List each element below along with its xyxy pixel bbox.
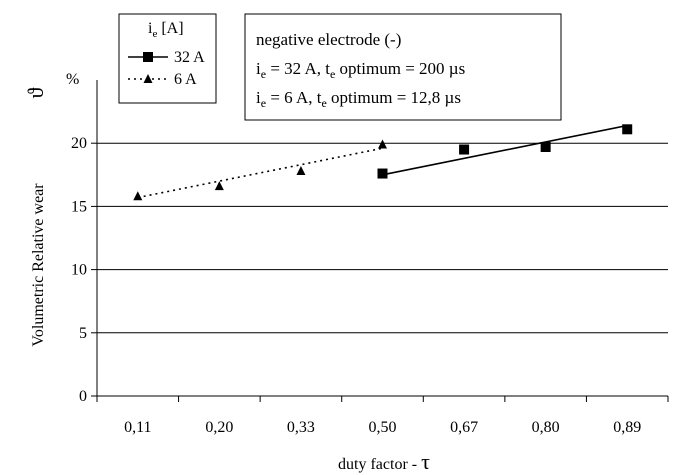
legend-title: ie [A]: [148, 20, 184, 40]
y-tick-label: 0: [79, 388, 87, 405]
legend: ie [A] 32 A 6 A: [118, 13, 217, 104]
annotation-line-1: ie = 32 A, te optimum = 200 µs: [256, 59, 465, 81]
data-point: [377, 168, 388, 179]
series-layer: [133, 124, 633, 201]
y-tick-label: 20: [71, 135, 87, 152]
x-tick-label: 0,80: [532, 419, 560, 436]
y-tick-label: 10: [71, 262, 87, 279]
annotation-line-2: ie = 6 A, te optimum = 12,8 µs: [256, 88, 461, 110]
annotation-box: [244, 13, 562, 121]
y-tick-label: 5: [79, 325, 87, 342]
data-point: [296, 166, 306, 176]
legend-label: 6 A: [174, 71, 197, 88]
legend-box: [118, 13, 217, 104]
x-tick-label: 0,20: [205, 419, 233, 436]
x-axis-label-text: duty factor -: [338, 456, 421, 473]
data-point: [459, 144, 470, 155]
x-axis-symbol: τ: [421, 449, 430, 474]
tick-labels: 0 5 10 15 20 0,11 0,20 0,33 0,50 0,67 0,80 0,89: [71, 135, 641, 436]
trend-line: [137, 147, 383, 199]
series-triangle: [133, 139, 387, 201]
data-point: [540, 141, 551, 152]
x-tick-label: 0,33: [287, 419, 315, 436]
y-unit-label: %: [66, 71, 79, 88]
x-tick-label: 0,50: [369, 419, 397, 436]
axes: [91, 80, 669, 402]
y-axis-symbol: ϑ: [23, 87, 48, 98]
series-square: [377, 124, 633, 179]
legend-label: 32 A: [174, 49, 205, 66]
data-point: [378, 139, 387, 149]
data-point: [133, 191, 143, 201]
y-axis-label: Volumetric Relative wear: [30, 183, 47, 347]
x-tick-label: 0,89: [613, 419, 641, 436]
legend-marker: [143, 74, 153, 83]
y-axis-label-text: Volumetric Relative wear: [30, 183, 47, 347]
trend-line: [382, 124, 628, 176]
y-tick-label: 15: [71, 198, 87, 215]
annotation-title: negative electrode (-): [256, 30, 401, 49]
data-point: [622, 124, 633, 135]
x-axis-label: duty factor - τ: [338, 449, 430, 474]
data-point: [214, 181, 224, 191]
legend-marker: [143, 52, 153, 62]
x-tick-label: 0,67: [450, 419, 478, 436]
annotation: negative electrode (-) ie = 32 A, te opt…: [244, 13, 562, 121]
x-tick-label: 0,11: [124, 419, 151, 436]
